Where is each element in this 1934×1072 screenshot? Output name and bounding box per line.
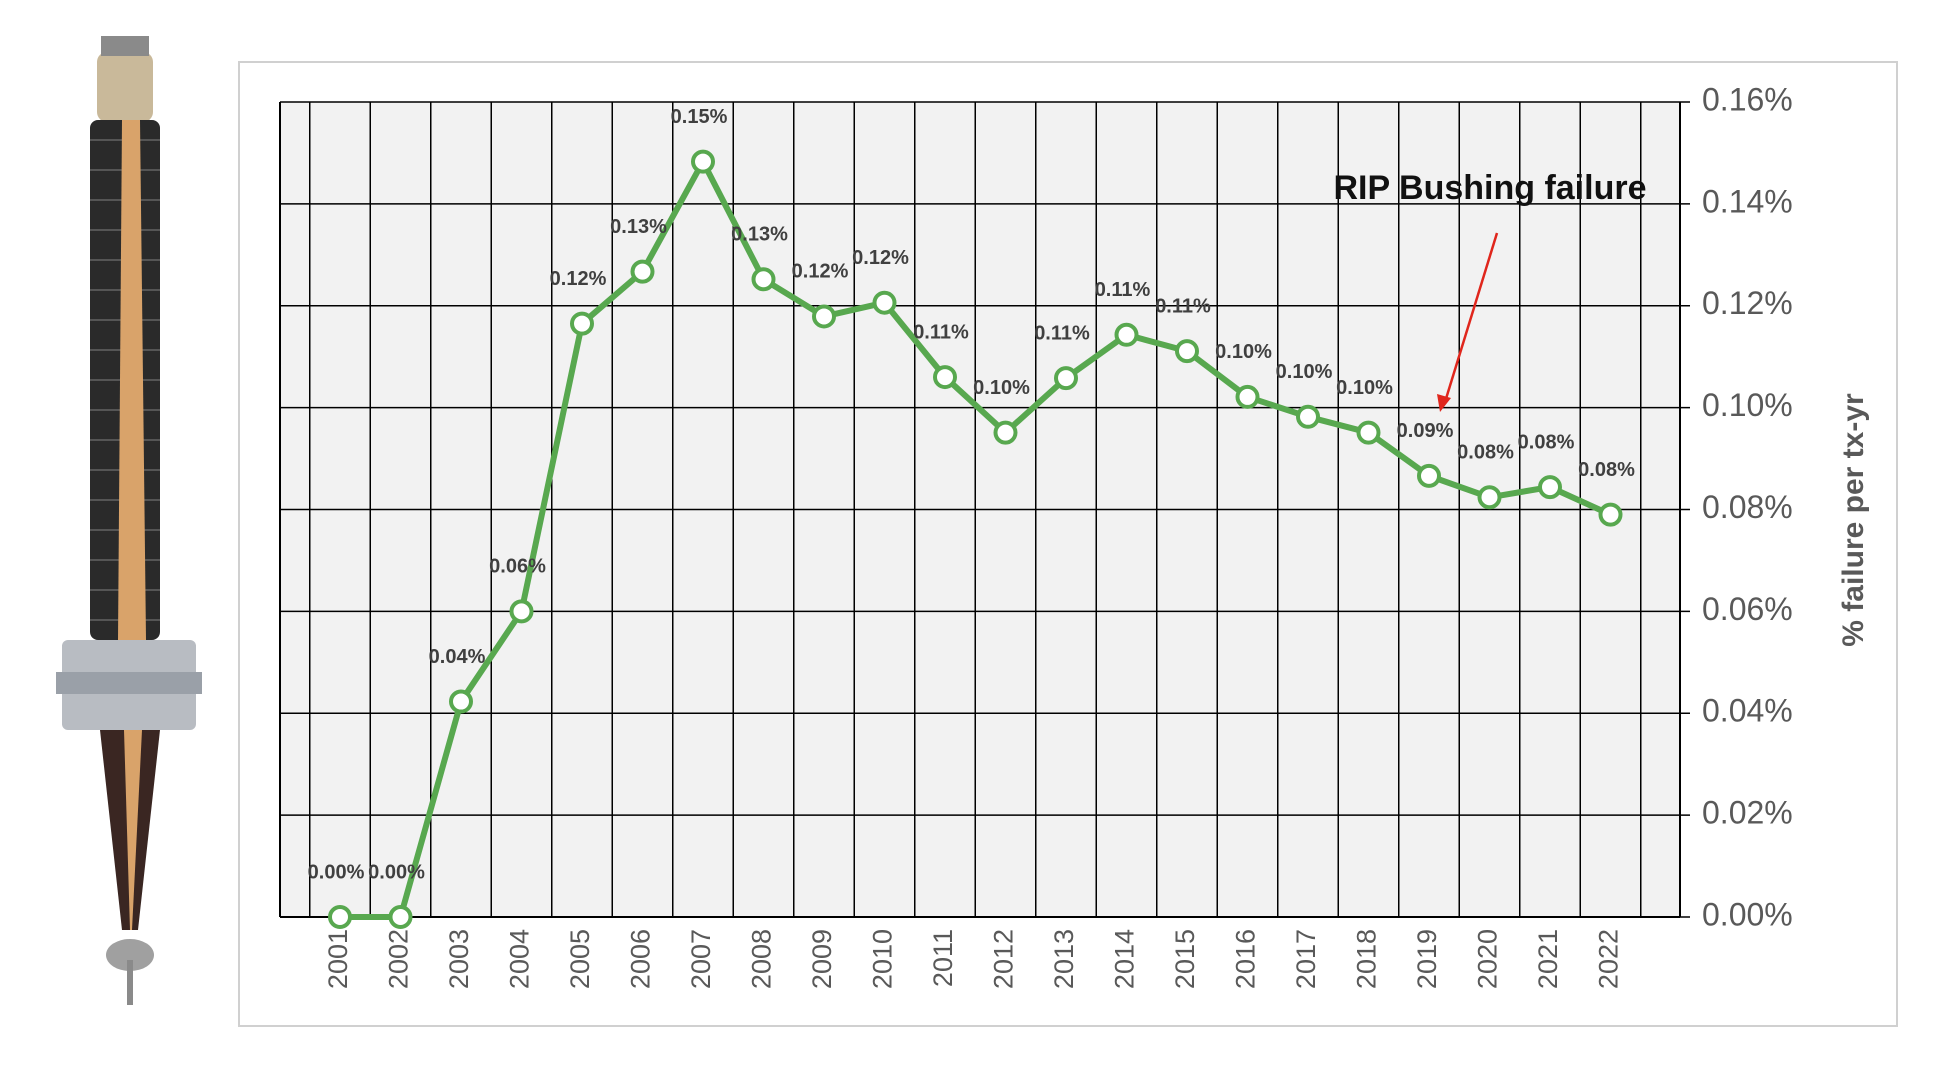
data-label: 0.10% [1215,341,1272,363]
x-tick-label: 2012 [989,929,1019,989]
marker [570,311,594,336]
data-label: 0.00% [368,861,425,883]
data-label: 0.09% [1397,420,1454,442]
marker [1477,485,1502,510]
annotation-arrow [1443,232,1499,403]
marker [993,420,1018,445]
x-tick-label: 2015 [1170,929,1200,989]
marker [933,365,957,390]
y-tick-label: 0.08% [1702,489,1793,525]
data-label: 0.13% [610,216,667,238]
data-label: 0.08% [1518,431,1575,453]
marker [1538,475,1562,500]
marker [1114,322,1139,347]
x-tick-label: 2019 [1412,929,1442,989]
data-label: 0.15% [671,106,728,128]
data-label: 0.10% [1276,361,1333,383]
marker [872,290,897,315]
marker [1235,384,1260,409]
annotation: RIP Bushing failure [1334,169,1647,207]
marker [1175,339,1199,364]
data-label: 0.12% [550,268,607,290]
y-tick-label: 0.04% [1702,693,1793,729]
marker [751,267,776,292]
x-tick-label: 2009 [807,929,837,989]
marker [509,599,534,624]
x-tick-label: 2011 [928,929,958,987]
marker [328,905,352,929]
x-tick-label: 2022 [1594,929,1624,989]
x-tick-label: 2002 [384,929,414,989]
x-tick-label: 2016 [1231,929,1261,989]
x-tick-label: 2004 [505,929,535,989]
marker [1417,463,1441,488]
data-label: 0.13% [731,224,788,246]
marker [1356,420,1381,445]
data-label: 0.04% [429,646,486,668]
marker [388,905,413,929]
data-label: 0.06% [489,556,546,578]
data-label: 0.00% [308,861,365,883]
x-tick-label: 2020 [1473,929,1503,989]
plot-area: 0.00% 0.02% 0.04% 0.06% 0.08% 0.10% 0.12% 0.14%… [279,81,1793,989]
bushing-illustration [56,36,202,1005]
x-tick-label: 2021 [1533,929,1563,989]
x-tick-label: 2005 [565,929,595,989]
x-tick-label: 2008 [747,929,777,989]
line [340,158,1612,920]
x-tick-label: 2001 [323,929,353,989]
annotation-arrowhead [1437,394,1451,412]
y-tick-label: 0.16% [1702,81,1793,117]
marker [1296,404,1320,429]
y-tick-label: 0.14% [1702,183,1793,219]
marker [1054,366,1078,391]
x-tick-label: 2017 [1291,929,1321,989]
marker [812,304,836,329]
data-label: 0.08% [1578,459,1635,481]
x-tick-label: 2006 [626,929,656,989]
data-label: 0.11% [1155,295,1211,317]
data-label: 0.08% [1457,442,1514,464]
data-label: 0.10% [973,377,1030,399]
data-label: 0.12% [792,261,849,283]
data-label: 0.10% [1336,377,1393,399]
marker [1598,502,1623,527]
x-tick-label: 2007 [686,929,716,989]
y-tick-label: 0.06% [1702,591,1793,627]
data-label: 0.11% [1034,322,1090,344]
y-tick-label: 0.10% [1702,387,1793,423]
marker [449,689,473,714]
y-axis-title: % failure per tx-yr [1837,393,1870,647]
marker [630,259,655,284]
data-label: 0.12% [852,247,909,269]
data-label: 0.11% [1095,279,1151,301]
marker [691,149,715,174]
x-tick-label: 2003 [444,929,474,989]
x-tick-label: 2010 [868,929,898,989]
x-tick-label: 2018 [1352,929,1382,989]
x-tick-label: 2013 [1049,929,1079,989]
x-tick-label: 2014 [1110,929,1140,989]
data-label: 0.11% [913,321,969,343]
y-tick-label: 0.02% [1702,795,1793,831]
y-tick-label: 0.00% [1702,896,1793,932]
y-tick-label: 0.12% [1702,285,1793,321]
